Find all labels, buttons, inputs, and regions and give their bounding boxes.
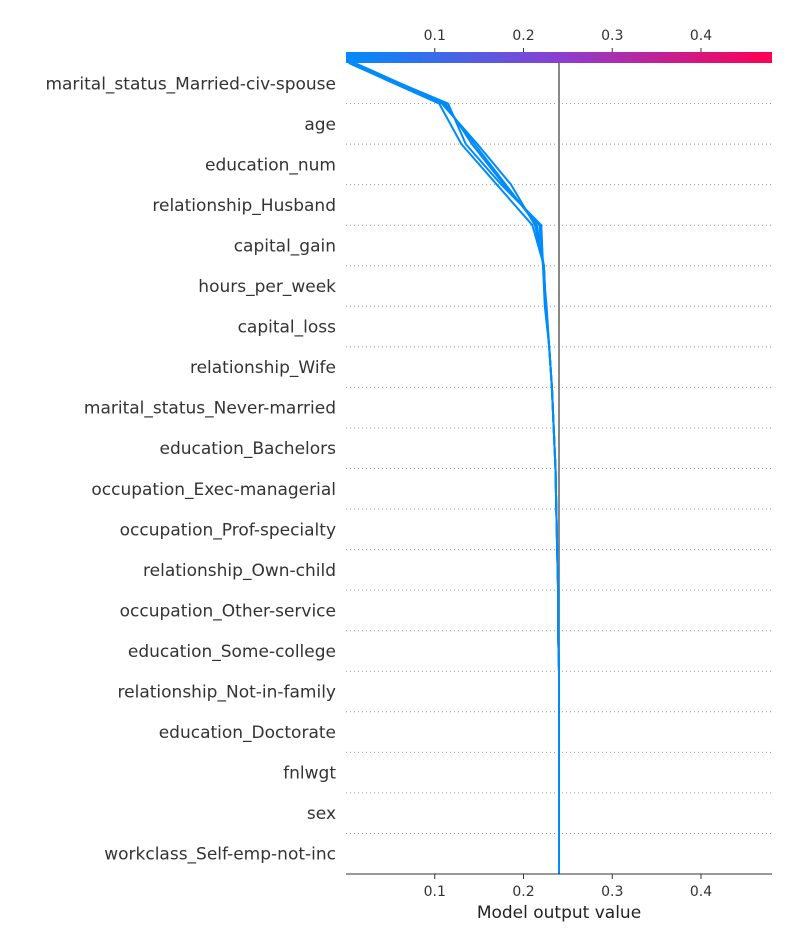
feature-label: education_Bachelors [160, 439, 337, 459]
colorbar-tick-label: 0.2 [512, 28, 534, 44]
colorbar-tick-label: 0.3 [601, 28, 623, 44]
feature-label: hours_per_week [198, 277, 336, 297]
colorbar-gradient [346, 52, 772, 63]
feature-label: occupation_Other-service [120, 601, 336, 621]
feature-label: marital_status_Never-married [84, 399, 336, 419]
feature-label: workclass_Self-emp-not-inc [104, 845, 336, 865]
decision-line-sample-2 [352, 62, 560, 874]
feature-labels: workclass_Self-emp-not-inc sex fnlwgt educa… [45, 74, 336, 864]
feature-label: education_num [205, 155, 336, 175]
feature-label: occupation_Prof-specialty [120, 520, 336, 540]
feature-label: relationship_Husband [152, 196, 336, 216]
feature-label: fnlwgt [283, 764, 336, 784]
feature-label: capital_loss [238, 318, 337, 338]
colorbar-tick-label: 0.4 [690, 28, 712, 44]
decision-line-sample-5 [348, 62, 560, 874]
feature-label: age [304, 115, 336, 135]
feature-label: relationship_Wife [190, 358, 336, 378]
feature-label: relationship_Not-in-family [118, 683, 336, 703]
feature-label: sex [307, 804, 336, 824]
x-tick-label: 0.4 [690, 884, 712, 900]
feature-label: relationship_Own-child [143, 561, 336, 581]
decision-lines [348, 62, 560, 874]
x-tick-label: 0.3 [601, 884, 623, 900]
feature-label: education_Doctorate [159, 723, 336, 743]
feature-label: capital_gain [234, 236, 336, 256]
colorbar: 0.1 0.2 0.3 0.4 [346, 28, 772, 63]
x-axis-ticks: 0.1 0.2 0.3 0.4 [424, 874, 712, 900]
feature-label: occupation_Exec-managerial [91, 480, 336, 500]
feature-label: marital_status_Married-civ-spouse [45, 74, 336, 94]
colorbar-tick-label: 0.1 [424, 28, 446, 44]
x-axis-label: Model output value [477, 903, 641, 923]
decision-line-sample-3 [354, 62, 560, 874]
x-tick-label: 0.2 [512, 884, 534, 900]
x-tick-label: 0.1 [424, 884, 446, 900]
feature-label: education_Some-college [128, 642, 336, 662]
